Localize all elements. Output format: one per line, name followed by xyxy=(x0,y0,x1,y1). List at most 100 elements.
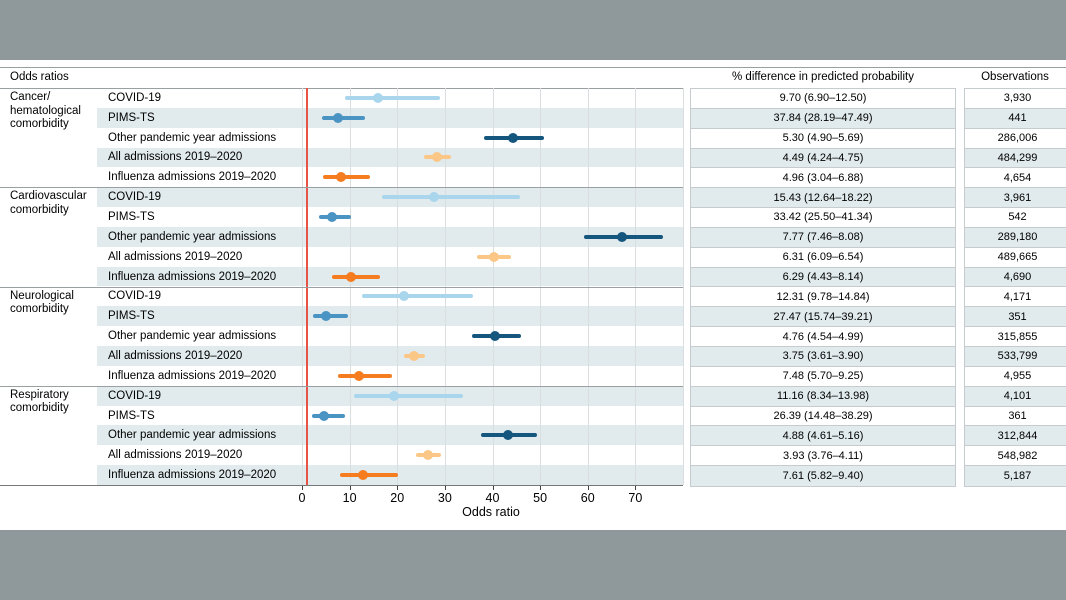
obs-cell: 542 xyxy=(965,208,1066,228)
row-label: All admissions 2019–2020 xyxy=(108,250,243,263)
obs-cell: 4,690 xyxy=(965,267,1066,288)
header-top-rule xyxy=(0,67,1066,68)
row-label: All admissions 2019–2020 xyxy=(108,151,243,164)
pct-cell: 5.30 (4.90–5.69) xyxy=(691,128,955,149)
gridline xyxy=(683,88,684,485)
pct-cell: 6.31 (6.09–6.54) xyxy=(691,247,955,268)
row-label: Other pandemic year admissions xyxy=(108,330,277,343)
x-tick-label: 30 xyxy=(437,491,452,505)
x-tick xyxy=(444,485,446,490)
obs-cell: 4,101 xyxy=(965,386,1066,407)
or-point xyxy=(354,370,365,381)
obs-cell: 286,006 xyxy=(965,128,1066,149)
x-tick-label: 10 xyxy=(342,491,357,505)
row-band xyxy=(97,147,683,168)
x-axis-label: Odds ratio xyxy=(462,505,520,519)
or-point xyxy=(333,112,344,123)
pct-cell: 11.16 (8.34–13.98) xyxy=(691,386,955,407)
x-tick-label: 20 xyxy=(390,491,405,505)
x-tick xyxy=(540,485,542,490)
pct-diff-header: % difference in predicted probability xyxy=(732,71,914,83)
x-tick xyxy=(587,485,589,490)
group-label-line: comorbidity xyxy=(10,402,69,415)
or-point xyxy=(488,251,499,262)
group-label-line: Cancer/ xyxy=(10,91,51,103)
obs-cell: 533,799 xyxy=(965,346,1066,367)
pct-cell: 12.31 (9.78–14.84) xyxy=(691,287,955,308)
pct-cell: 27.47 (15.74–39.21) xyxy=(691,307,955,328)
or-point xyxy=(507,132,518,143)
ci-line xyxy=(340,473,399,478)
row-label: Influenza admissions 2019–2020 xyxy=(108,270,277,283)
row-label: Other pandemic year admissions xyxy=(108,429,277,442)
or-point xyxy=(432,152,443,163)
row-label: COVID-19 xyxy=(108,290,162,303)
x-tick xyxy=(397,485,399,490)
or-point xyxy=(336,172,347,183)
row-label: COVID-19 xyxy=(108,191,162,204)
obs-cell: 312,844 xyxy=(965,426,1066,447)
row-label: Other pandemic year admissions xyxy=(108,230,277,243)
pct-cell: 26.39 (14.48–38.29) xyxy=(691,406,955,427)
group-label-line: comorbidity xyxy=(10,203,69,216)
pct-cell: 3.93 (3.76–4.11) xyxy=(691,446,955,467)
obs-cell: 351 xyxy=(965,307,1066,328)
header-bottom-rule xyxy=(0,88,683,89)
ci-line xyxy=(344,95,441,100)
ci-line xyxy=(381,195,520,200)
ci-line xyxy=(323,175,371,180)
odds-ratios-header: Odds ratios xyxy=(10,71,69,83)
pct-cell: 33.42 (25.50–41.34) xyxy=(691,208,955,228)
x-tick-label: 70 xyxy=(628,491,643,505)
group-label: Respiratory comorbidity xyxy=(10,389,105,416)
row-band xyxy=(97,425,683,446)
observations-header: Observations xyxy=(981,71,1049,83)
x-tick-label: 40 xyxy=(485,491,500,505)
pct-cell: 7.61 (5.82–9.40) xyxy=(691,466,955,486)
or-point xyxy=(327,212,338,223)
obs-cell: 489,665 xyxy=(965,247,1066,268)
row-band xyxy=(97,107,683,128)
or-point xyxy=(617,231,628,242)
row-band xyxy=(97,226,683,247)
x-tick xyxy=(492,485,494,490)
x-tick-label: 60 xyxy=(580,491,595,505)
or-point xyxy=(423,450,434,461)
group-separator xyxy=(0,385,683,387)
row-label: COVID-19 xyxy=(108,91,162,104)
row-label: Influenza admissions 2019–2020 xyxy=(108,171,277,184)
group-label: Cardiovascular comorbidity xyxy=(10,190,105,217)
pct-cell: 3.75 (3.61–3.90) xyxy=(691,346,955,367)
obs-cell: 5,187 xyxy=(965,466,1066,486)
or-point xyxy=(358,470,369,481)
obs-cell: 289,180 xyxy=(965,227,1066,248)
obs-cell: 315,855 xyxy=(965,327,1066,347)
group-label-line: comorbidity xyxy=(10,118,69,130)
ci-line xyxy=(337,373,392,378)
ci-line xyxy=(322,115,365,120)
pct-cell: 4.49 (4.24–4.75) xyxy=(691,148,955,169)
obs-cell: 4,171 xyxy=(965,287,1066,308)
row-band xyxy=(97,266,683,287)
row-label: All admissions 2019–2020 xyxy=(108,449,243,462)
pct-cell: 37.84 (28.19–47.49) xyxy=(691,108,955,129)
group-label: Neurological comorbidity xyxy=(10,290,105,317)
row-label: Influenza admissions 2019–2020 xyxy=(108,469,277,482)
obs-cell: 548,982 xyxy=(965,446,1066,467)
or-point xyxy=(398,291,409,302)
group-label-line: Neurological xyxy=(10,289,74,302)
pct-cell: 4.76 (4.54–4.99) xyxy=(691,327,955,347)
row-label: PIMS-TS xyxy=(108,211,155,224)
or-point xyxy=(346,271,357,282)
row-band xyxy=(97,306,683,327)
or-point xyxy=(320,311,331,322)
pct-cell: 4.88 (4.61–5.16) xyxy=(691,426,955,447)
pct-cell: 9.70 (6.90–12.50) xyxy=(691,89,955,109)
obs-cell: 484,299 xyxy=(965,148,1066,169)
row-label: Other pandemic year admissions xyxy=(108,131,277,144)
or-point xyxy=(388,390,399,401)
or-point xyxy=(373,92,384,103)
row-label: PIMS-TS xyxy=(108,409,155,422)
obs-cell: 3,930 xyxy=(965,89,1066,109)
